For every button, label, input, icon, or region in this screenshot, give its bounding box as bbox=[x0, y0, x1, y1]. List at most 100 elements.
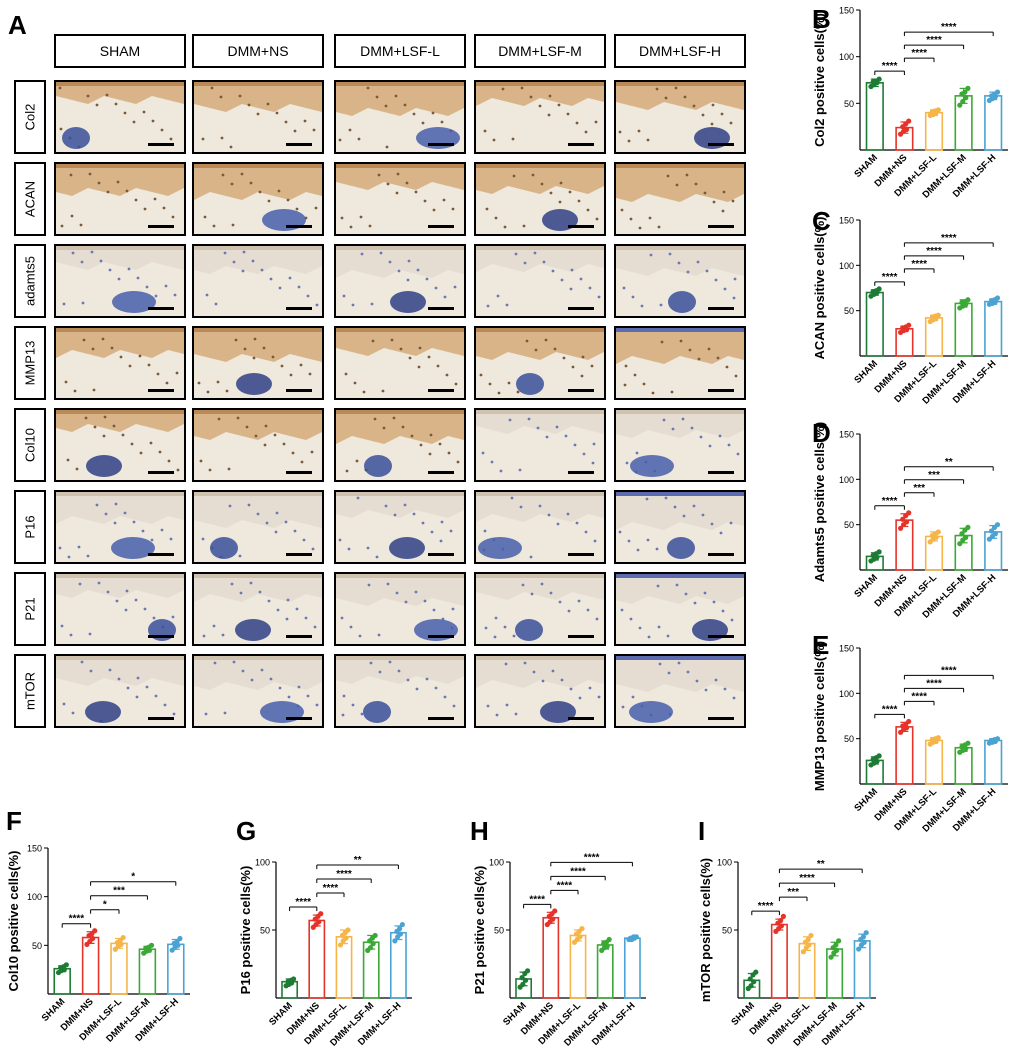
cell-nucleus bbox=[113, 521, 117, 525]
micrograph-image bbox=[476, 82, 604, 152]
cell-nucleus bbox=[406, 678, 410, 682]
significance-label: **** bbox=[926, 246, 942, 257]
scale-bar bbox=[148, 635, 174, 638]
cell-nucleus bbox=[544, 338, 548, 342]
cell-nucleus bbox=[412, 112, 416, 116]
data-point bbox=[522, 977, 529, 983]
cartilage-layer bbox=[476, 328, 604, 360]
cell-nucleus bbox=[221, 173, 225, 177]
cell-nucleus bbox=[521, 583, 525, 587]
y-axis-label: P16 positive cells(%) bbox=[238, 866, 253, 995]
cell-nucleus bbox=[69, 633, 73, 637]
micrograph-image bbox=[56, 574, 184, 644]
articular-surface bbox=[476, 82, 604, 86]
cell-nucleus bbox=[247, 503, 251, 507]
cell-nucleus bbox=[60, 224, 64, 228]
cell-nucleus bbox=[267, 599, 271, 603]
cell-nucleus bbox=[163, 703, 167, 707]
cell-nucleus bbox=[397, 269, 401, 273]
cell-nucleus bbox=[153, 197, 157, 201]
cell-nucleus bbox=[306, 694, 310, 698]
micrograph-tile bbox=[474, 244, 606, 318]
cell-nucleus bbox=[349, 225, 353, 229]
cell-nucleus bbox=[201, 137, 205, 141]
data-point bbox=[965, 85, 971, 91]
cell-nucleus bbox=[696, 260, 700, 264]
scale-bar bbox=[708, 307, 734, 310]
cell-nucleus bbox=[510, 496, 514, 500]
articular-surface bbox=[194, 164, 322, 168]
articular-surface bbox=[616, 246, 744, 250]
cell-nucleus bbox=[629, 617, 633, 621]
scale-bar bbox=[568, 717, 594, 720]
marrow-region bbox=[62, 127, 90, 149]
cell-nucleus bbox=[656, 584, 660, 588]
y-tick-label: 50 bbox=[722, 926, 732, 936]
cell-nucleus bbox=[675, 183, 679, 187]
cell-nucleus bbox=[567, 609, 571, 613]
cell-nucleus bbox=[693, 601, 697, 605]
row-label: P16 bbox=[14, 490, 46, 564]
chart-mmp13: MMP13 positive cells(%) 50100150SHAMDMM+N… bbox=[812, 641, 1008, 835]
scale-bar bbox=[148, 717, 174, 720]
cell-nucleus bbox=[256, 512, 260, 516]
cell-nucleus bbox=[701, 513, 705, 517]
data-point bbox=[903, 519, 910, 525]
marrow-region bbox=[364, 455, 392, 477]
cell-nucleus bbox=[618, 130, 622, 134]
cell-nucleus bbox=[507, 381, 511, 385]
data-point bbox=[751, 979, 757, 985]
cell-nucleus bbox=[108, 668, 112, 672]
cell-nucleus bbox=[493, 635, 497, 639]
marrow-region bbox=[540, 701, 576, 723]
scale-bar bbox=[708, 143, 734, 146]
cell-nucleus bbox=[556, 522, 560, 526]
cell-nucleus bbox=[97, 181, 101, 185]
scale-bar bbox=[708, 471, 734, 474]
cartilage-layer bbox=[56, 328, 184, 358]
micrograph-image bbox=[476, 328, 604, 398]
scale-bar bbox=[286, 225, 312, 228]
scale-bar bbox=[708, 717, 734, 720]
micrograph-image bbox=[336, 656, 464, 726]
bar bbox=[623, 937, 641, 999]
cell-nucleus bbox=[712, 200, 716, 204]
micrograph-tile bbox=[474, 490, 606, 564]
cell-nucleus bbox=[225, 389, 229, 393]
scale-bar bbox=[568, 143, 594, 146]
category-label: SHAM bbox=[852, 358, 880, 386]
cartilage-layer bbox=[56, 164, 184, 196]
cell-nucleus bbox=[486, 704, 490, 708]
cell-nucleus bbox=[176, 468, 180, 472]
cell-nucleus bbox=[721, 209, 725, 213]
scale-bar bbox=[286, 553, 312, 556]
cell-nucleus bbox=[360, 252, 364, 256]
cell-nucleus bbox=[586, 208, 590, 212]
data-point bbox=[550, 916, 556, 922]
micrograph-image bbox=[56, 164, 184, 234]
cell-nucleus bbox=[667, 671, 671, 675]
micrograph-image bbox=[336, 492, 464, 562]
data-point bbox=[965, 524, 971, 530]
bar bbox=[984, 739, 1003, 785]
cell-nucleus bbox=[547, 113, 551, 117]
y-tick-label: 50 bbox=[844, 734, 854, 744]
significance-label: **** bbox=[799, 873, 815, 884]
y-tick-label: 100 bbox=[717, 858, 732, 868]
cell-nucleus bbox=[479, 373, 483, 377]
row-label: Col2 bbox=[14, 80, 46, 154]
cell-nucleus bbox=[584, 130, 588, 134]
cell-nucleus bbox=[348, 128, 352, 132]
cell-nucleus bbox=[416, 268, 420, 272]
micrograph-tile bbox=[54, 326, 186, 400]
data-point bbox=[370, 941, 376, 947]
significance-label: *** bbox=[913, 483, 925, 494]
articular-surface bbox=[336, 492, 464, 496]
cell-nucleus bbox=[308, 372, 312, 376]
data-point bbox=[876, 753, 882, 759]
cell-nucleus bbox=[631, 295, 635, 299]
cell-nucleus bbox=[646, 138, 650, 142]
cell-nucleus bbox=[419, 443, 423, 447]
cell-nucleus bbox=[123, 111, 127, 115]
articular-surface bbox=[476, 656, 604, 660]
